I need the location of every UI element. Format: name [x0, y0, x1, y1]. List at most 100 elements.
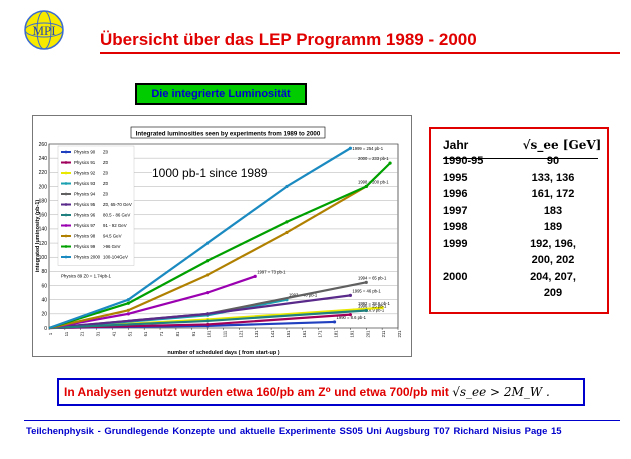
series-point [206, 273, 210, 277]
table-cell-year [443, 254, 503, 271]
energy-table-box: Jahr √s_ee [GeV] 1990-95 90 1995 133, 136 19… [429, 127, 609, 314]
legend-label: Physics 94 [74, 192, 96, 197]
series-point [126, 301, 130, 305]
legend-marker [64, 255, 68, 259]
legend-energy: Z0 [103, 160, 109, 165]
note-main: In Analysen genutzt wurden etwa 160/pb a… [64, 385, 449, 399]
legend-energy: 91 - 92 GeV [103, 223, 127, 228]
chart-callout: 1000 pb-1 since 1989 [152, 166, 268, 180]
legend-marker [64, 224, 68, 227]
y-tick-label: 260 [39, 142, 48, 148]
legend-marker [64, 203, 68, 206]
y-tick-label: 200 [39, 184, 48, 190]
legend-marker [64, 150, 68, 154]
y-tick-label: 220 [39, 170, 48, 176]
table-cell-energy: 204, 207, [530, 270, 576, 283]
series-end-label: 2000 = 233 pb-1 [358, 156, 389, 161]
series-point [206, 241, 210, 245]
x-tick-label: 101 [207, 330, 212, 338]
legend-label: Physics 2000 [74, 255, 101, 260]
note-box: In Analysen genutzt wurden etwa 160/pb a… [57, 378, 585, 406]
x-tick-label: 131 [254, 330, 259, 338]
chart-title: Integrated luminosities seen by experime… [136, 131, 321, 138]
chart-svg: Integrated luminosities seen by experime… [35, 126, 402, 356]
y-tick-label: 180 [39, 198, 48, 204]
y-tick-label: 80 [41, 269, 47, 275]
legend-label: Physics 92 [74, 171, 96, 176]
y-tick-label: 160 [39, 213, 48, 219]
table-row: 200, 202 [443, 254, 603, 271]
series-point [206, 312, 210, 316]
legend-marker [64, 245, 68, 248]
series-point [348, 146, 353, 150]
series-end-label: 1997 = 73 pb-1 [257, 269, 286, 274]
series-end-label: 1991 = 18.9 pb-1 [352, 308, 384, 313]
x-tick-label: 151 [286, 330, 291, 338]
x-tick-label: 51 [127, 331, 132, 336]
table-header-energy: √s_ee [GeV] [522, 138, 602, 152]
legend-marker [64, 234, 68, 238]
logo-text: MPI [32, 23, 55, 38]
x-tick-label: 31 [96, 331, 101, 336]
x-tick-label: 81 [175, 331, 180, 336]
series-line [48, 162, 391, 330]
legend-label: Physics 97 [74, 223, 96, 228]
legend-marker [64, 161, 68, 164]
table-cell-year: 1997 [443, 204, 468, 217]
table-cell-year: 1996 [443, 188, 468, 200]
legend-energy: Z0 [103, 181, 109, 186]
x-tick-label: 121 [238, 330, 243, 338]
x-tick-label: 181 [334, 330, 339, 338]
x-tick-label: 111 [223, 330, 228, 337]
x-tick-label: 11 [64, 331, 69, 336]
y-tick-label: 100 [39, 255, 48, 261]
series-end-label: 1990 = 8.6 pb-1 [337, 315, 367, 320]
mpi-logo: MPI [24, 10, 64, 50]
subtitle-box: Die integrierte Luminosität [135, 83, 307, 105]
series-point [388, 161, 392, 165]
table-cell-energy: 189 [543, 221, 563, 233]
legend-energy: Z0 [103, 150, 109, 155]
series-point [126, 298, 130, 302]
legend-label: Physics 93 [74, 181, 96, 186]
legend-energy: 94.5 GeV [103, 234, 122, 239]
x-tick-label: 211 [381, 330, 386, 337]
series-point [206, 291, 210, 295]
series-point [364, 308, 368, 313]
x-tick-label: 61 [143, 331, 148, 336]
series-point [126, 312, 130, 316]
x-tick-label: 221 [397, 330, 402, 338]
table-cell-energy: 192, 196, [530, 237, 576, 250]
table-row: 1998 189 [443, 221, 603, 238]
legend-label: Physics 96 [74, 213, 96, 218]
series-point [126, 308, 130, 312]
series-point [206, 319, 210, 323]
y-tick-label: 120 [39, 241, 48, 247]
table-cell-year: 1999 [443, 237, 468, 250]
series-point [206, 259, 210, 263]
series-end-label: 1992 = 28.6 pb-1 [358, 301, 390, 306]
series-point [364, 184, 368, 189]
table-cell-year: 1998 [443, 221, 468, 233]
note-math: √s_ee > 2M_W . [452, 385, 550, 399]
legend-label: Physics 99 [74, 244, 96, 249]
series-point [348, 293, 353, 297]
footer-rule [24, 420, 620, 421]
legend-marker [64, 171, 68, 175]
x-tick-label: 71 [159, 331, 164, 336]
x-tick-label: 201 [365, 330, 370, 338]
chart-title-box [130, 126, 326, 139]
series-point [348, 313, 353, 317]
energy-table: Jahr √s_ee [GeV] 1990-95 90 1995 133, 136 19… [443, 135, 603, 304]
luminosity-chart: Integrated luminosities seen by experime… [32, 115, 412, 357]
table-cell-year: 2000 [443, 270, 468, 283]
table-row: 209 [443, 287, 603, 304]
slide-title: Übersicht über das LEP Programm 1989 - 2… [100, 30, 477, 49]
y-tick-label: 240 [39, 156, 48, 162]
x-tick-label: 1 [48, 332, 53, 335]
table-row: 1996 161, 172 [443, 188, 603, 205]
table-row: 1997 183 [443, 205, 603, 222]
legend-energy: Z0, 65-70 GeV [103, 202, 132, 207]
y-tick-label: 140 [39, 227, 48, 233]
legend-energy: Z0 [103, 192, 109, 197]
